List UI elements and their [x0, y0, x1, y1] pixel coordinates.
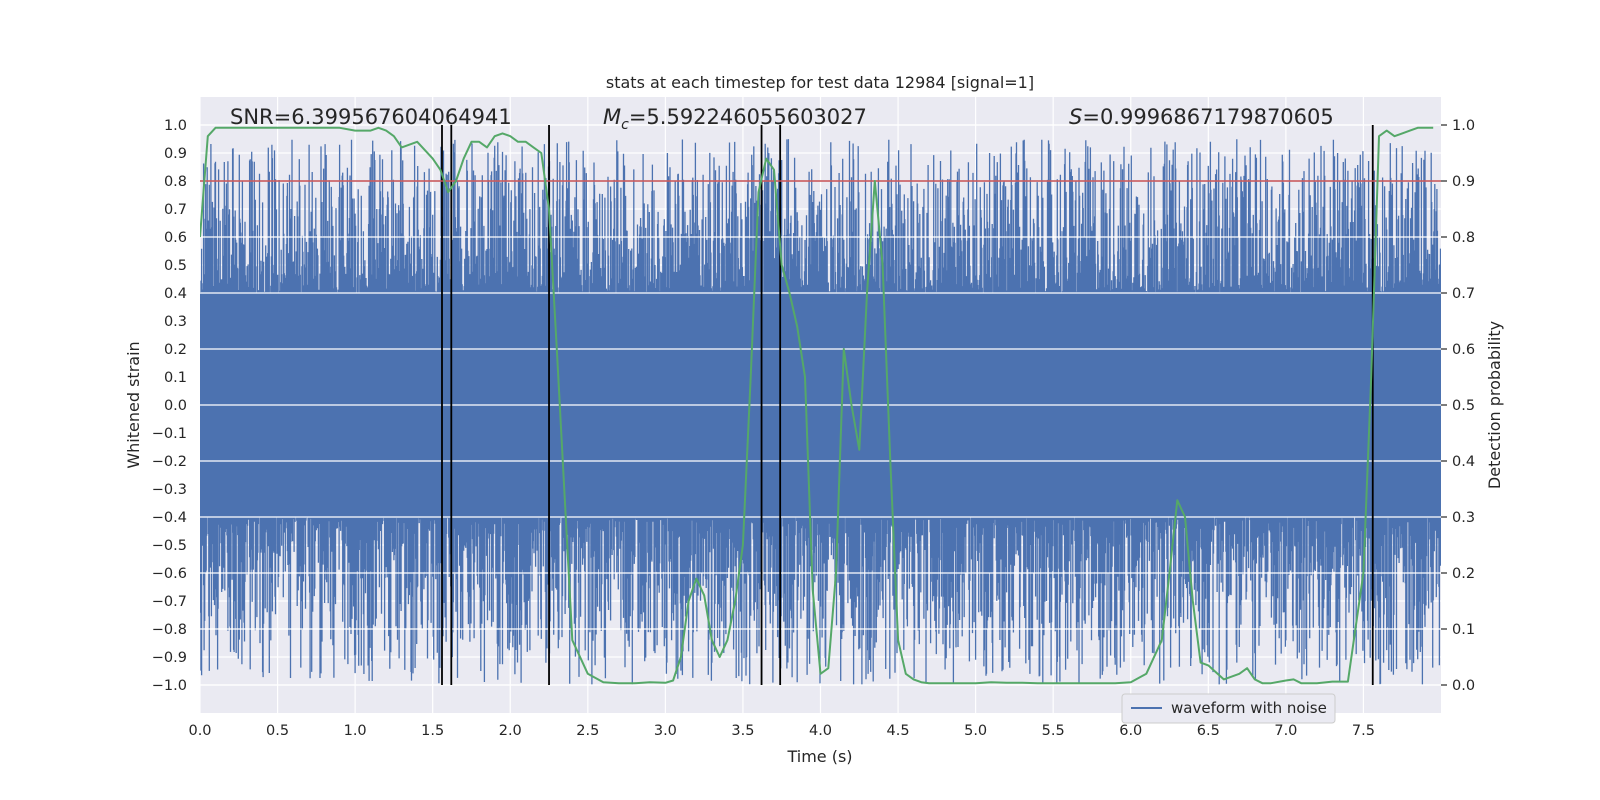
y2-tick-label: 0.8	[1452, 230, 1475, 246]
y2-tick-label: 1.0	[1452, 118, 1475, 134]
y-tick-label: 0.0	[164, 398, 187, 414]
x-tick-label: 2.0	[499, 723, 522, 739]
x-tick-label: 5.0	[964, 723, 987, 739]
y-axis-ticks: 1.0 0.9 0.8 0.7 0.6 0.5 0.4 0.3 0.2 0.1 0.0 −0.1 −0.…	[152, 118, 187, 694]
y-tick-label: −0.1	[152, 426, 187, 442]
score-annotation: S=0.9996867179870605	[1069, 105, 1334, 129]
y-tick-label: −0.5	[152, 538, 187, 554]
x-tick-label: 5.5	[1042, 723, 1065, 739]
y2-tick-label: 0.2	[1452, 566, 1475, 582]
y-tick-label: 0.1	[164, 370, 187, 386]
y-tick-label: −0.3	[152, 482, 187, 498]
y-tick-label: 0.3	[164, 314, 187, 330]
y-tick-label: 0.7	[164, 202, 187, 218]
chirp-mass-symbol: M	[603, 105, 621, 129]
y2-tick-label: 0.3	[1452, 510, 1475, 526]
y2-tick-label: 0.5	[1452, 398, 1475, 414]
y2-tick-label: 0.6	[1452, 342, 1475, 358]
x-tick-label: 3.5	[731, 723, 754, 739]
y-tick-label: −0.4	[152, 510, 187, 526]
chirp-mass-value: =5.592246055603027	[629, 105, 867, 129]
x-tick-label: 4.0	[809, 723, 832, 739]
legend-box	[1121, 693, 1336, 724]
snr-annotation: SNR=6.399567604064941	[230, 105, 512, 129]
y2-tick-label: 0.7	[1452, 286, 1475, 302]
y-tick-label: 1.0	[164, 118, 187, 134]
y-tick-label: −1.0	[152, 678, 187, 694]
probability-series	[200, 126, 1434, 685]
x-tick-label: 6.5	[1197, 723, 1220, 739]
x-tick-label: 0.5	[266, 723, 289, 739]
y-axis-label: Whitened strain	[124, 341, 143, 468]
y-tick-label: −0.2	[152, 454, 187, 470]
score-symbol: S	[1069, 105, 1082, 129]
probability-line	[200, 126, 1434, 685]
y-tick-label: −0.7	[152, 594, 187, 610]
x-tick-label: 3.0	[654, 723, 677, 739]
y2-axis-ticks: 1.0 0.9 0.8 0.7 0.6 0.5 0.4 0.3 0.2 0.1 0.0	[1441, 118, 1475, 694]
legend-label: waveform with noise	[1171, 699, 1327, 717]
x-tick-label: 2.5	[576, 723, 599, 739]
y-tick-label: 0.8	[164, 174, 187, 190]
chirp-mass-annotation: Mc=5.592246055603027	[603, 105, 867, 133]
x-tick-label: 7.5	[1352, 723, 1375, 739]
y-tick-label: −0.6	[152, 566, 187, 582]
x-axis-label: Time (s)	[786, 747, 852, 766]
x-tick-label: 1.5	[421, 723, 444, 739]
y-tick-label: −0.8	[152, 622, 187, 638]
y-tick-label: −0.9	[152, 650, 187, 666]
x-tick-label: 7.0	[1274, 723, 1297, 739]
y2-tick-label: 0.0	[1452, 678, 1475, 694]
chirp-mass-subscript: c	[621, 117, 629, 133]
x-axis-ticks: 0.0 0.5 1.0 1.5 2.0 2.5 3.0 3.5 4.0 4.5 5.0 5.5 6.0 6…	[188, 723, 1375, 739]
y2-tick-label: 0.9	[1452, 174, 1475, 190]
x-tick-label: 1.0	[344, 723, 367, 739]
chart-title: stats at each timestep for test data 129…	[606, 73, 1034, 92]
legend: waveform with noise	[1121, 693, 1336, 724]
y2-tick-label: 0.1	[1452, 622, 1475, 638]
y2-axis-label: Detection probability	[1485, 321, 1504, 489]
y-tick-label: 0.5	[164, 258, 187, 274]
y-tick-label: 0.6	[164, 230, 187, 246]
x-tick-label: 4.5	[887, 723, 910, 739]
x-tick-label: 6.0	[1119, 723, 1142, 739]
y-tick-label: 0.9	[164, 146, 187, 162]
y2-tick-label: 0.4	[1452, 454, 1475, 470]
score-value: =0.9996867179870605	[1082, 105, 1333, 129]
event-lines	[441, 125, 1374, 685]
y-tick-label: 0.4	[164, 286, 187, 302]
y-tick-label: 0.2	[164, 342, 187, 358]
x-tick-label: 0.0	[188, 723, 211, 739]
